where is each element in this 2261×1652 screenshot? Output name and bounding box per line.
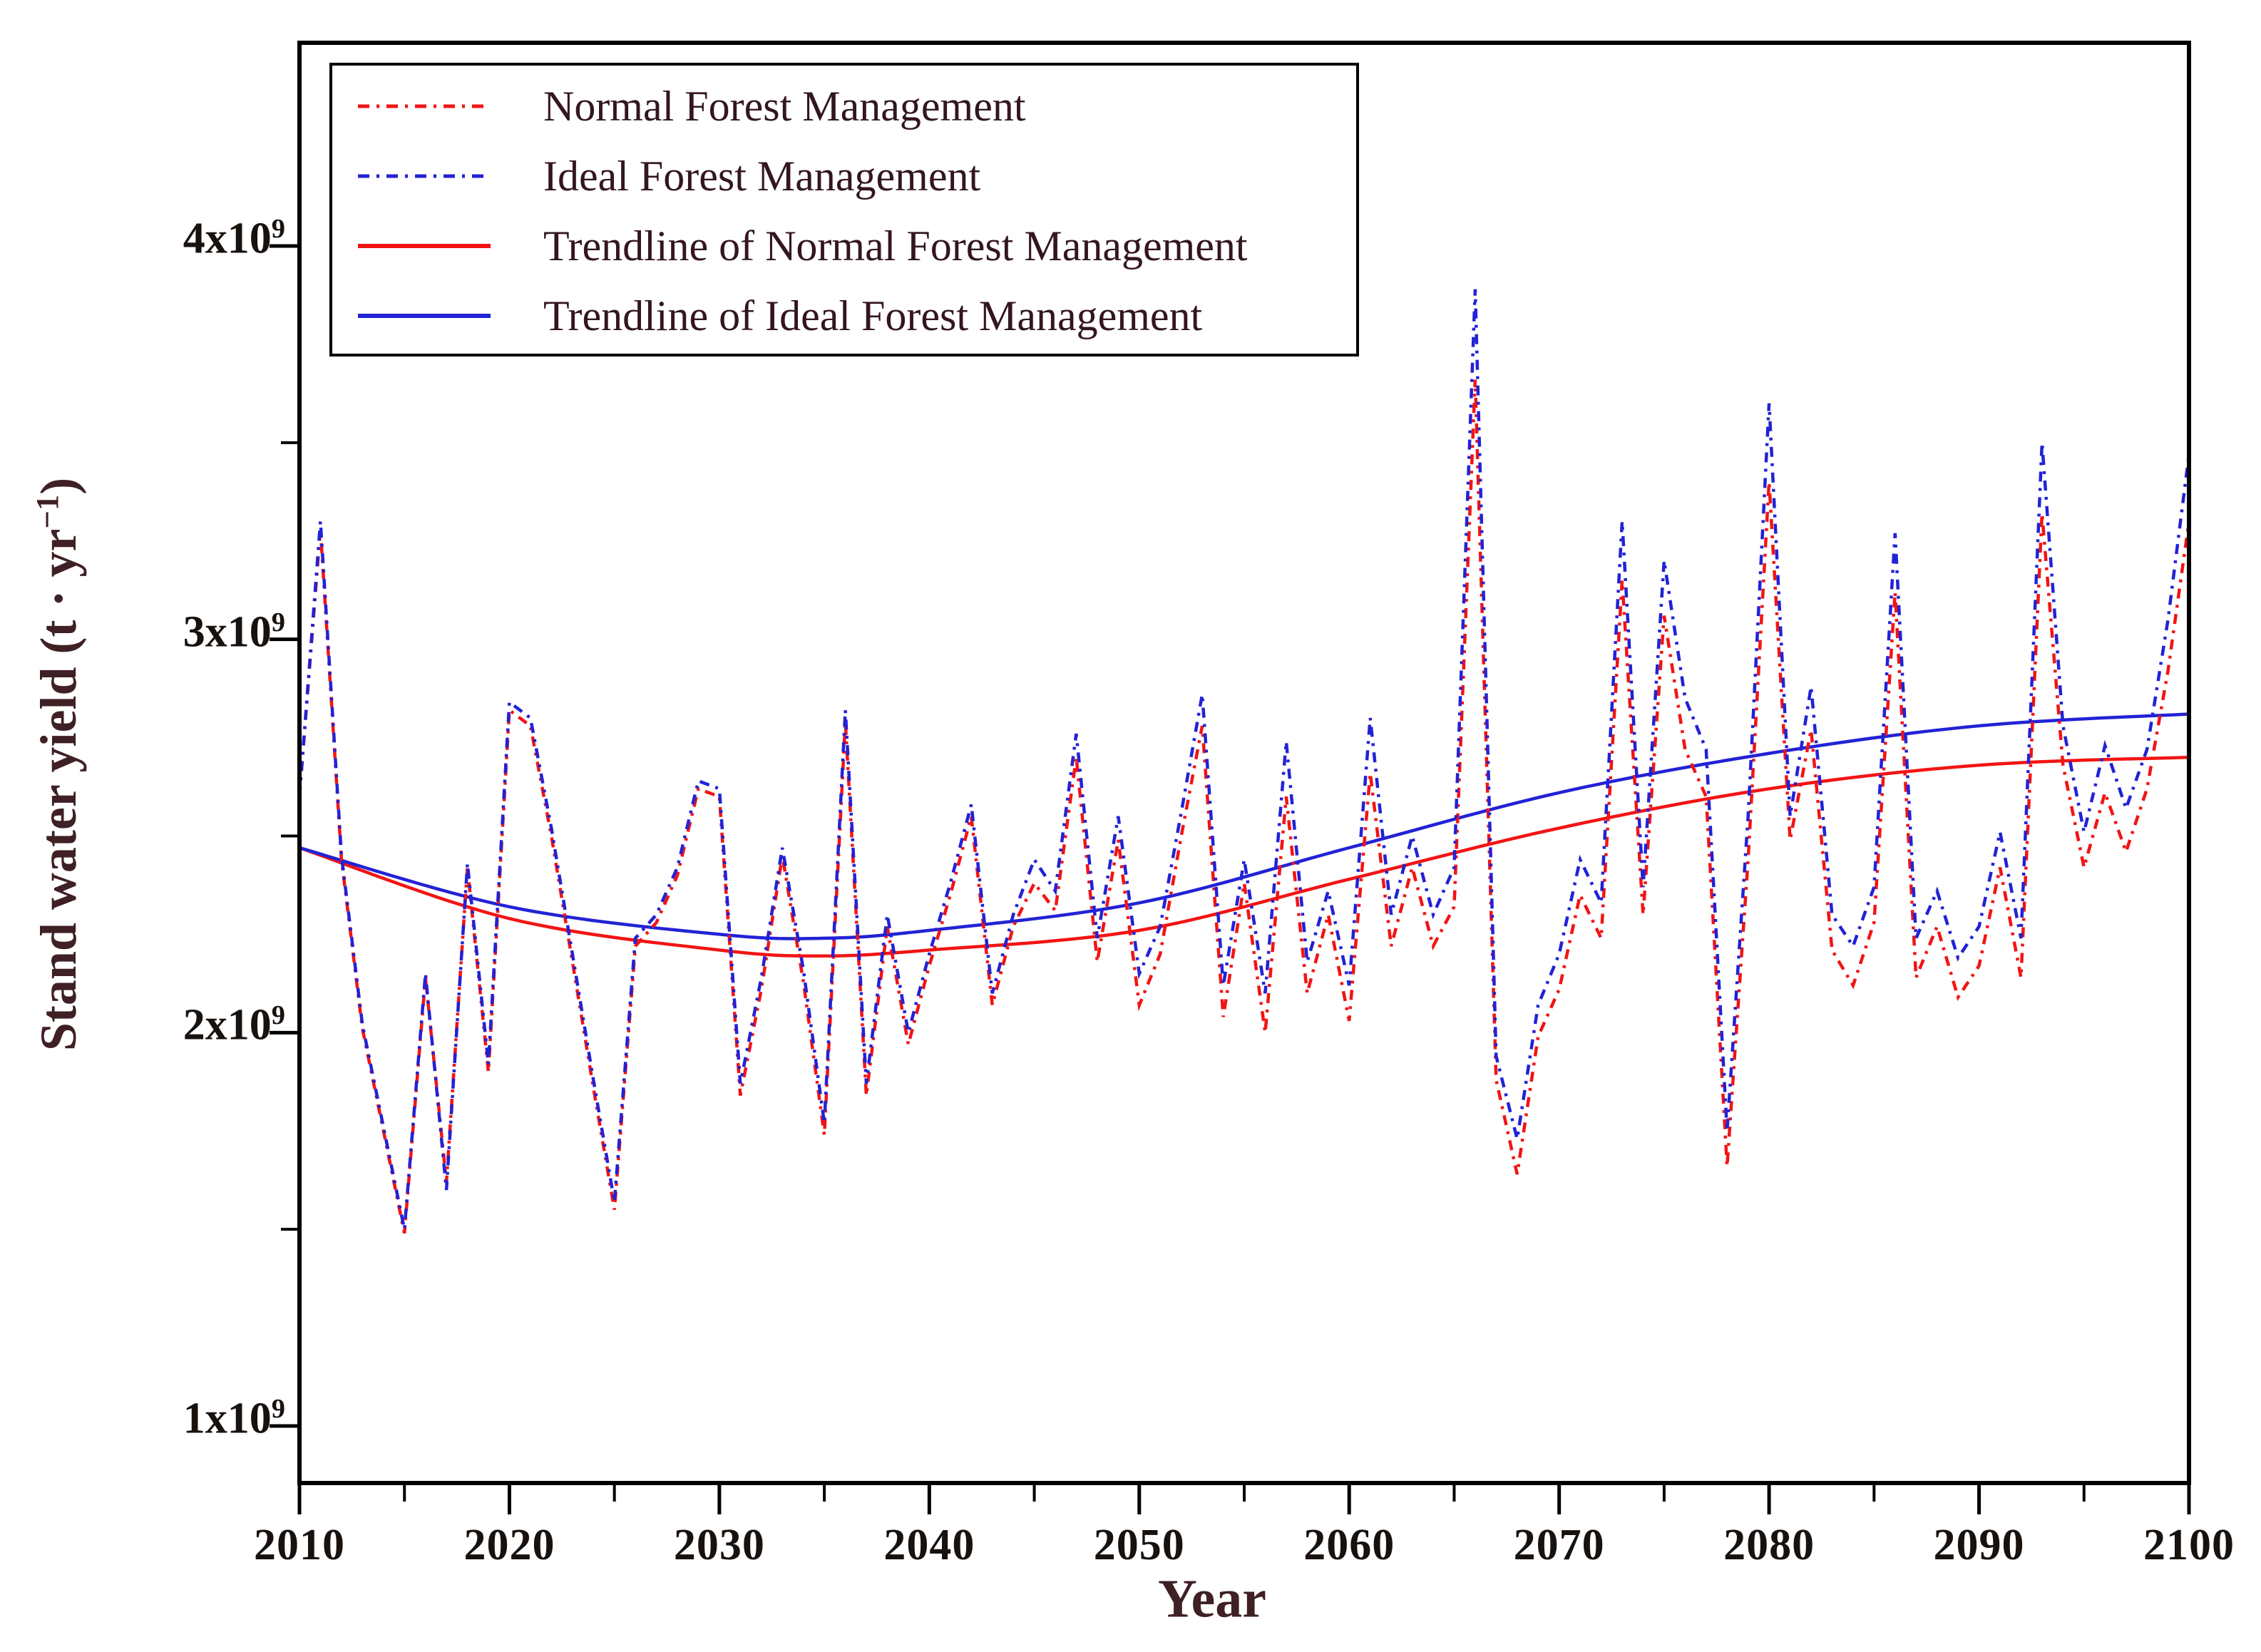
legend-line-sample [358, 104, 491, 108]
y-tick-label-exponent: 9 [271, 1000, 285, 1031]
x-tick-label-2080: 2080 [1723, 1521, 1815, 1569]
x-tick-label-2100: 2100 [2143, 1521, 2235, 1569]
y-tick-label-exponent: 9 [271, 1394, 285, 1424]
series-ideal-line [297, 289, 2191, 1230]
legend-label: Normal Forest Management [543, 82, 1026, 130]
x-tick-label-2090: 2090 [1933, 1521, 2025, 1569]
x-tick-label-2060: 2060 [1303, 1521, 1395, 1569]
trendline-ideal [299, 712, 2190, 940]
legend-label: Trendline of Ideal Forest Management [543, 292, 1203, 339]
y-tick-label-base: 2x10 [183, 1000, 272, 1050]
legend-row: Ideal Forest Management [332, 141, 1356, 211]
x-tick-label-2040: 2040 [883, 1521, 975, 1569]
y-axis-title-superscript: −1 [29, 494, 65, 529]
trendline-normal [299, 755, 2190, 958]
y-tick-label-4x109: 4x109 [86, 213, 285, 265]
x-tick-label-2030: 2030 [673, 1521, 765, 1569]
x-tick-label-2070: 2070 [1513, 1521, 1605, 1569]
y-tick-label-base: 4x10 [183, 214, 272, 263]
legend-swatch-normal-trend-icon [332, 241, 516, 251]
y-axis-title-suffix: ) [30, 477, 87, 495]
legend-line-sample [358, 244, 491, 248]
y-tick-label-3x109: 3x109 [86, 607, 285, 658]
legend-row: Normal Forest Management [332, 71, 1356, 141]
legend-label: Ideal Forest Management [543, 152, 981, 200]
legend: Normal Forest Management Ideal Forest Ma… [329, 63, 1359, 356]
y-tick-label-base: 3x10 [183, 607, 272, 657]
y-tick-label-1x109: 1x109 [86, 1393, 285, 1445]
y-tick-label-exponent: 9 [271, 213, 285, 244]
y-axis-title: Stand water yield (t · yr−1) [29, 478, 88, 1051]
legend-row: Trendline of Ideal Forest Management [332, 281, 1356, 351]
y-tick-label-2x109: 2x109 [86, 1000, 285, 1051]
y-axis-title-text: Stand water yield (t · yr [30, 528, 87, 1052]
legend-line-sample [358, 174, 491, 178]
legend-swatch-normal-dashdot-icon [332, 101, 516, 111]
x-axis-title: Year [1158, 1569, 1266, 1629]
x-tick-label-2010: 2010 [254, 1521, 345, 1569]
x-tick-label-2020: 2020 [463, 1521, 555, 1569]
y-tick-label-base: 1x10 [183, 1394, 272, 1443]
series-normal-line [297, 379, 2191, 1234]
y-tick-label-exponent: 9 [271, 607, 285, 637]
legend-label: Trendline of Normal Forest Management [543, 222, 1248, 270]
x-tick-label-2050: 2050 [1093, 1521, 1185, 1569]
legend-row: Trendline of Normal Forest Management [332, 211, 1356, 281]
legend-swatch-ideal-trend-icon [332, 311, 516, 321]
legend-line-sample [358, 314, 491, 318]
legend-swatch-ideal-dashdot-icon [332, 171, 516, 181]
